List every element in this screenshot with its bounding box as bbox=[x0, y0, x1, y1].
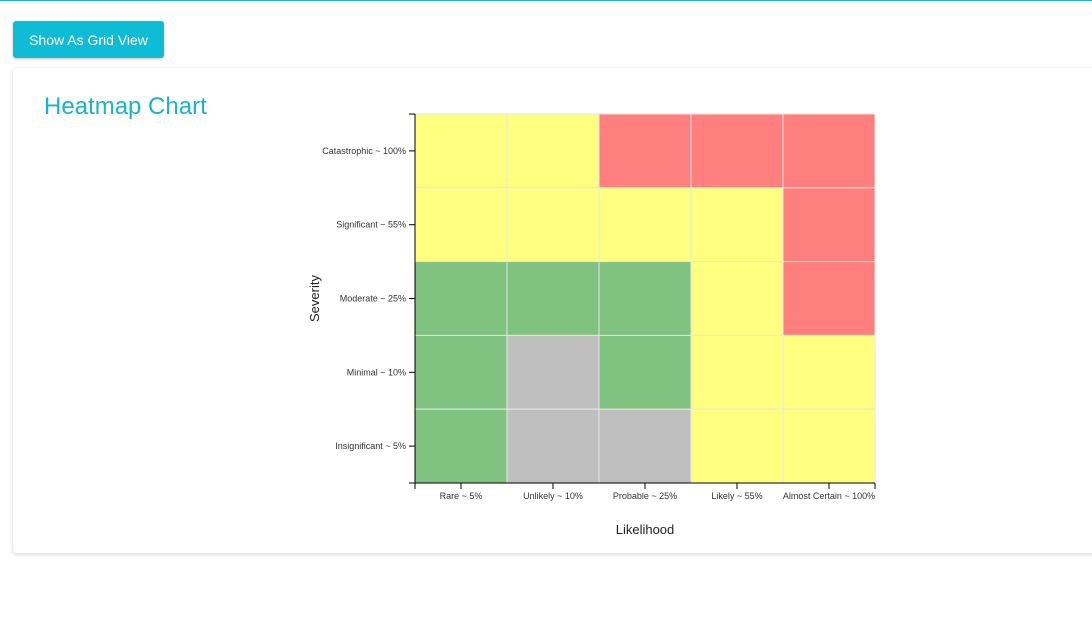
heatmap-cells bbox=[414, 113, 876, 484]
heatmap-cell bbox=[414, 113, 508, 189]
show-grid-view-button[interactable]: Show As Grid View bbox=[13, 21, 164, 58]
heatmap-cell bbox=[690, 334, 784, 410]
heatmap-cell bbox=[690, 187, 784, 263]
y-tick-label: Catastrophic ~ 100% bbox=[322, 146, 406, 156]
heatmap-cell bbox=[690, 261, 784, 336]
y-tick-label: Moderate ~ 25% bbox=[340, 294, 406, 304]
x-tick-label: Almost Certain ~ 100% bbox=[783, 491, 875, 501]
y-axis-title: Severity bbox=[307, 275, 322, 322]
heatmap-cell bbox=[598, 261, 692, 336]
heatmap-cell bbox=[414, 261, 508, 336]
heatmap-cell bbox=[598, 408, 692, 484]
y-tick-label: Significant ~ 55% bbox=[336, 220, 406, 230]
heatmap-cell bbox=[782, 261, 876, 336]
x-tick-label: Unlikely ~ 10% bbox=[523, 491, 583, 501]
y-tick-label: Insignificant ~ 5% bbox=[335, 441, 406, 451]
top-accent-line bbox=[0, 0, 1092, 1]
heatmap-axes: Catastrophic ~ 100% Significant ~ 55% Mode… bbox=[322, 113, 876, 501]
x-tick-label: Rare ~ 5% bbox=[440, 491, 483, 501]
heatmap-cell bbox=[506, 334, 600, 410]
heatmap-cell bbox=[598, 113, 692, 189]
heatmap-cell bbox=[414, 408, 508, 484]
heatmap-cell bbox=[782, 408, 876, 484]
heatmap-cell bbox=[598, 187, 692, 263]
heatmap-cell bbox=[782, 187, 876, 263]
heatmap-cell bbox=[506, 113, 600, 189]
x-tick-label: Probable ~ 25% bbox=[613, 491, 677, 501]
heatmap-cell bbox=[598, 334, 692, 410]
heatmap-cell bbox=[690, 113, 784, 189]
heatmap-cell bbox=[414, 187, 508, 263]
heatmap-cell bbox=[414, 334, 508, 410]
x-axis-title: Likelihood bbox=[616, 522, 675, 537]
heatmap-cell bbox=[690, 408, 784, 484]
heatmap-cell bbox=[782, 113, 876, 189]
heatmap-cell bbox=[506, 408, 600, 484]
x-tick-label: Likely ~ 55% bbox=[711, 491, 762, 501]
card-title: Heatmap Chart bbox=[44, 93, 207, 120]
heatmap-cell bbox=[506, 261, 600, 336]
y-tick-label: Minimal ~ 10% bbox=[347, 367, 406, 377]
heatmap-cell bbox=[782, 334, 876, 410]
heatmap-cell bbox=[506, 187, 600, 263]
